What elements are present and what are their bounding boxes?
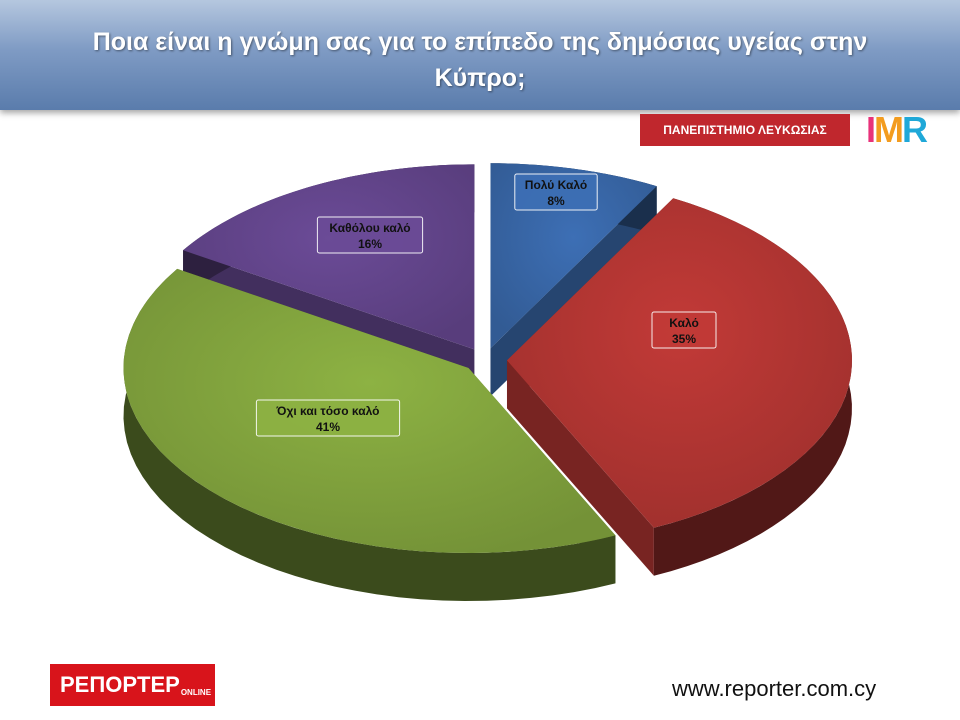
- slice-percent-label: 8%: [547, 194, 565, 208]
- imr-logo: IMR: [866, 109, 928, 150]
- label-box: [651, 311, 717, 349]
- pie-slice-wall: [506, 360, 654, 576]
- university-logo: ΠΑΝΕΠΙΣΤΗΜΙΟ ΛΕΥΚΩΣΙΑΣ: [640, 114, 850, 146]
- pie-slice-1: [506, 198, 852, 528]
- pie-slice-label-3: Καθόλου καλό 16%: [316, 216, 424, 254]
- slice-category-label: Όχι και τόσο καλό: [276, 404, 380, 418]
- slice-category-label: Καθόλου καλό: [329, 221, 410, 235]
- reporter-logo-main: ΡΕΠΟΡΤΕΡ: [60, 672, 180, 697]
- header-bar: Ποια είναι η γνώμη σας για το επίπεδο τη…: [0, 0, 960, 110]
- page-title: Ποια είναι η γνώμη σας για το επίπεδο τη…: [92, 28, 868, 92]
- slice-category-label: Καλό: [669, 316, 699, 330]
- label-box: [316, 216, 424, 254]
- reporter-logo-sub: ONLINE: [180, 687, 212, 697]
- pie-slice-3: [183, 164, 475, 350]
- pie-slice-label-2: Όχι και τόσο καλό 41%: [255, 399, 401, 437]
- pie-slice-label-0: Πολύ Καλό 8%: [514, 173, 598, 211]
- pie-slice-side: [123, 268, 616, 601]
- slice-percent-label: 41%: [316, 420, 340, 434]
- slice-percent-label: 16%: [358, 237, 382, 251]
- slice-category-label: Πολύ Καλό: [525, 178, 587, 192]
- footer-url: www.reporter.com.cy: [672, 676, 877, 701]
- label-box: [255, 399, 401, 437]
- slice-percent-label: 35%: [672, 332, 696, 346]
- reporter-logo: ΡΕΠΟΡΤΕΡ ONLINE: [50, 664, 215, 706]
- label-box: [514, 173, 598, 211]
- pie-slice-label-1: Καλό 35%: [651, 311, 717, 349]
- pie-chart: Πολύ Καλό 8% Καλό 35% Όχι και τόσο καλό 41% Κα…: [123, 163, 852, 601]
